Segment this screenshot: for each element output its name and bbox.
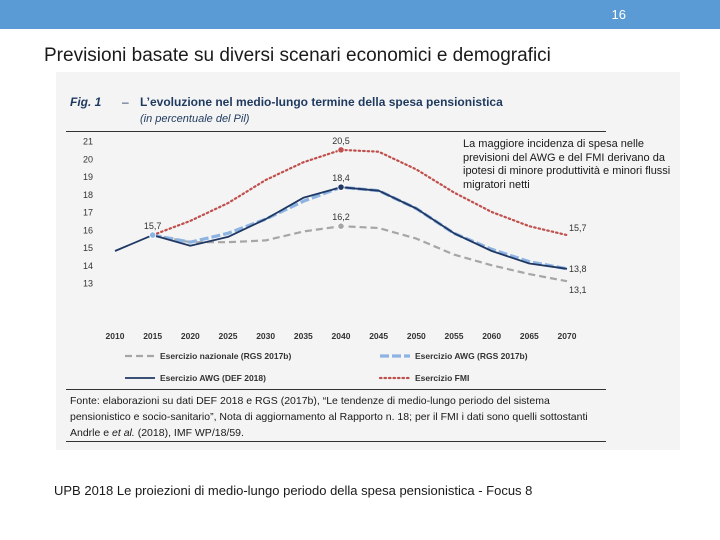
x-tick-label: 2070 (558, 331, 577, 341)
y-tick-label: 14 (83, 261, 93, 271)
y-tick-label: 18 (83, 190, 93, 200)
y-tick-label: 21 (83, 137, 93, 147)
annotation-note: La maggiore incidenza di spesa nelle pre… (463, 138, 671, 191)
slide-title: Previsioni basate su diversi scenari eco… (44, 45, 551, 66)
x-tick-label: 2035 (294, 331, 313, 341)
source-text-italic: et al. (112, 427, 135, 439)
x-tick-label: 2050 (407, 331, 426, 341)
source-rule-bottom (66, 441, 606, 442)
figure-label: Fig. 1 (70, 95, 102, 109)
source-text-2: (2018), IMF WP/18/59. (137, 427, 244, 439)
figure-subtitle: (in percentuale del Pil) (140, 113, 250, 125)
data-label: 20,5 (332, 136, 350, 146)
data-point-marker (337, 222, 345, 230)
x-tick-label: 2015 (143, 331, 162, 341)
data-point-marker (149, 231, 157, 239)
data-label: 13,1 (569, 285, 587, 295)
x-tick-label: 2060 (482, 331, 501, 341)
y-tick-label: 15 (83, 243, 93, 253)
source-rule-top (66, 389, 606, 390)
footer-caption: UPB 2018 Le proiezioni di medio-lungo pe… (54, 483, 533, 498)
y-tick-label: 20 (83, 154, 93, 164)
x-tick-label: 2020 (181, 331, 200, 341)
page-number: 16 (611, 7, 626, 22)
x-tick-label: 2025 (219, 331, 238, 341)
data-label: 15,7 (144, 221, 162, 231)
x-tick-label: 2055 (445, 331, 464, 341)
data-label: 18,4 (332, 173, 350, 183)
x-tick-label: 2040 (332, 331, 351, 341)
figure-panel (56, 72, 680, 450)
y-tick-label: 16 (83, 225, 93, 235)
legend-label-3: Esercizio AWG (DEF 2018) (160, 373, 266, 383)
x-tick-label: 2010 (106, 331, 125, 341)
source-note: Fonte: elaborazioni su dati DEF 2018 e R… (70, 393, 606, 441)
x-tick-label: 2045 (369, 331, 388, 341)
top-bar: 16 (0, 0, 720, 29)
x-tick-label: 2065 (520, 331, 539, 341)
source-text-1: Fonte: elaborazioni su dati DEF 2018 e R… (70, 395, 588, 439)
legend-label-2: Esercizio AWG (RGS 2017b) (415, 351, 528, 361)
header-rule (66, 131, 606, 132)
figure-dash: – (122, 95, 129, 109)
y-tick-label: 13 (83, 279, 93, 289)
data-point-marker (337, 183, 345, 191)
legend-label-1: Esercizio nazionale (RGS 2017b) (160, 351, 291, 361)
series-line-4 (151, 148, 569, 237)
series-line-1 (152, 225, 568, 283)
data-label: 16,2 (332, 212, 350, 222)
data-label: 13,8 (569, 264, 587, 274)
legend-label-4: Esercizio FMI (415, 373, 469, 383)
data-label: 15,7 (569, 223, 587, 233)
figure-title: L’evoluzione nel medio-lungo termine del… (140, 95, 503, 109)
y-tick-label: 19 (83, 172, 93, 182)
y-tick-label: 17 (83, 208, 93, 218)
data-point-marker (337, 146, 345, 154)
x-tick-label: 2030 (256, 331, 275, 341)
